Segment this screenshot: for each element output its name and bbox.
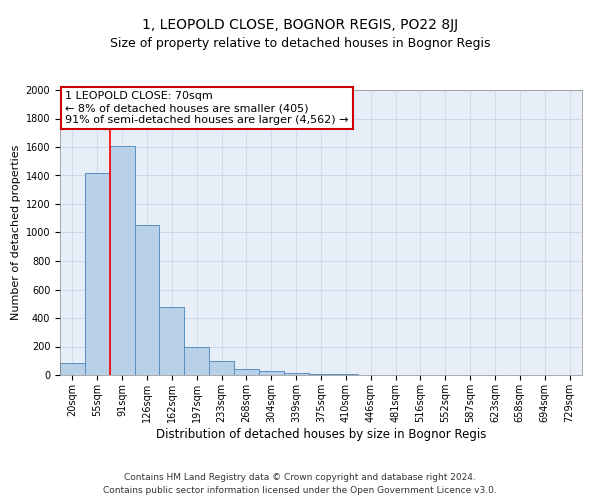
Text: Size of property relative to detached houses in Bognor Regis: Size of property relative to detached ho… bbox=[110, 38, 490, 51]
Bar bbox=[85, 172, 110, 375]
Y-axis label: Number of detached properties: Number of detached properties bbox=[11, 145, 22, 320]
Text: Contains public sector information licensed under the Open Government Licence v3: Contains public sector information licen… bbox=[103, 486, 497, 495]
Bar bbox=[308, 374, 334, 375]
Text: Contains HM Land Registry data © Crown copyright and database right 2024.: Contains HM Land Registry data © Crown c… bbox=[124, 474, 476, 482]
Bar bbox=[334, 374, 358, 375]
Bar bbox=[134, 226, 160, 375]
Bar bbox=[160, 306, 184, 375]
Bar bbox=[209, 361, 234, 375]
Text: 1 LEOPOLD CLOSE: 70sqm
← 8% of detached houses are smaller (405)
91% of semi-det: 1 LEOPOLD CLOSE: 70sqm ← 8% of detached … bbox=[65, 92, 349, 124]
Bar bbox=[60, 363, 85, 375]
Bar bbox=[184, 346, 209, 375]
Bar bbox=[110, 146, 134, 375]
Bar bbox=[234, 368, 259, 375]
Bar bbox=[259, 372, 284, 375]
Bar bbox=[284, 373, 308, 375]
X-axis label: Distribution of detached houses by size in Bognor Regis: Distribution of detached houses by size … bbox=[156, 428, 486, 440]
Text: 1, LEOPOLD CLOSE, BOGNOR REGIS, PO22 8JJ: 1, LEOPOLD CLOSE, BOGNOR REGIS, PO22 8JJ bbox=[142, 18, 458, 32]
